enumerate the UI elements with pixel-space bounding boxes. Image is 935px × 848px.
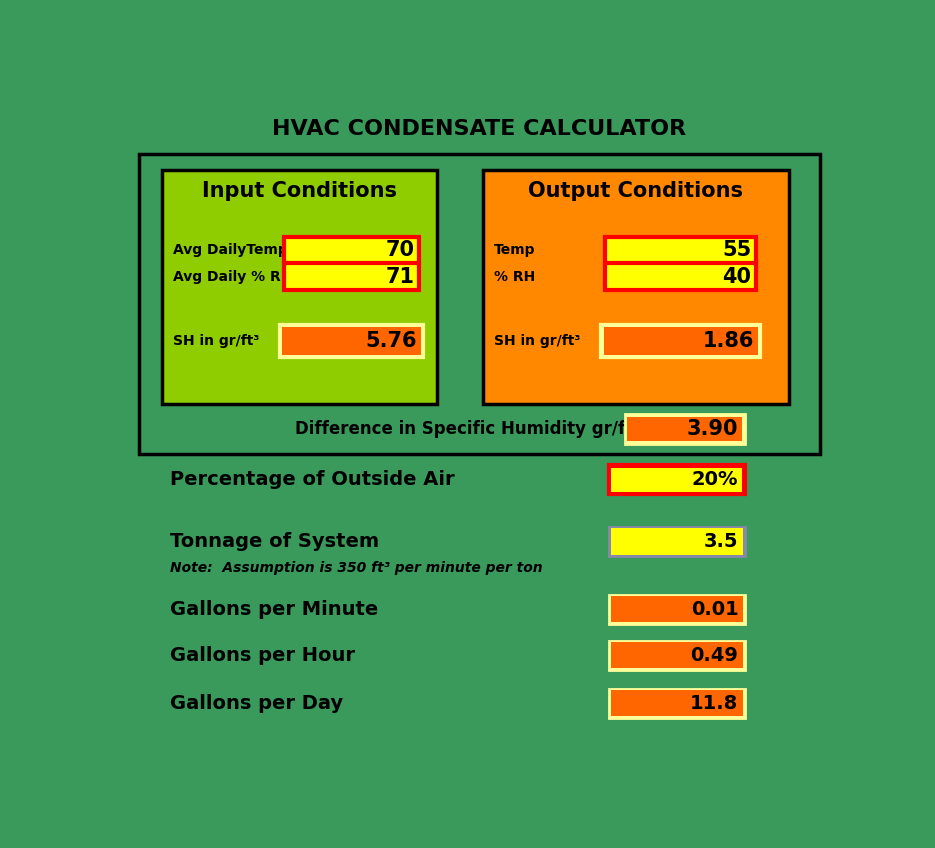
FancyBboxPatch shape <box>609 466 744 494</box>
FancyBboxPatch shape <box>611 642 743 668</box>
FancyBboxPatch shape <box>282 327 421 355</box>
Text: SH in gr/ft³: SH in gr/ft³ <box>494 334 580 349</box>
Text: SH in gr/ft³: SH in gr/ft³ <box>173 334 259 349</box>
FancyBboxPatch shape <box>605 237 756 290</box>
Text: Note:  Assumption is 350 ft³ per minute per ton: Note: Assumption is 350 ft³ per minute p… <box>169 561 542 576</box>
Text: Output Conditions: Output Conditions <box>528 181 743 201</box>
Text: % RH: % RH <box>494 270 535 283</box>
FancyBboxPatch shape <box>611 690 743 717</box>
FancyBboxPatch shape <box>609 527 744 556</box>
FancyBboxPatch shape <box>625 415 744 444</box>
Text: Avg DailyTemp: Avg DailyTemp <box>173 243 287 257</box>
Text: 3.5: 3.5 <box>704 532 739 551</box>
Text: Tonnage of System: Tonnage of System <box>169 532 379 551</box>
Text: 70: 70 <box>385 240 414 259</box>
Text: 11.8: 11.8 <box>690 694 739 712</box>
Text: 20%: 20% <box>692 471 739 489</box>
Text: Percentage of Outside Air: Percentage of Outside Air <box>169 471 454 489</box>
Text: Gallons per Day: Gallons per Day <box>169 694 343 712</box>
Text: 5.76: 5.76 <box>366 332 417 351</box>
Text: HVAC CONDENSATE CALCULATOR: HVAC CONDENSATE CALCULATOR <box>272 120 686 139</box>
Text: Input Conditions: Input Conditions <box>202 181 396 201</box>
Text: Difference in Specific Humidity gr/ft3: Difference in Specific Humidity gr/ft3 <box>295 420 645 438</box>
FancyBboxPatch shape <box>611 467 742 492</box>
Text: Avg Daily % RH: Avg Daily % RH <box>173 270 292 283</box>
Text: 40: 40 <box>723 266 752 287</box>
Text: Temp: Temp <box>494 243 535 257</box>
Text: Gallons per Hour: Gallons per Hour <box>169 646 354 665</box>
Text: 0.49: 0.49 <box>691 646 739 665</box>
FancyBboxPatch shape <box>283 237 419 290</box>
Text: 0.01: 0.01 <box>691 600 739 619</box>
FancyBboxPatch shape <box>162 170 437 404</box>
Text: 1.86: 1.86 <box>702 332 754 351</box>
FancyBboxPatch shape <box>611 528 743 555</box>
Text: 71: 71 <box>385 266 414 287</box>
FancyBboxPatch shape <box>604 327 757 355</box>
FancyBboxPatch shape <box>609 641 744 670</box>
Text: Gallons per Minute: Gallons per Minute <box>169 600 378 619</box>
FancyBboxPatch shape <box>601 325 760 357</box>
FancyBboxPatch shape <box>609 594 744 624</box>
Text: 3.90: 3.90 <box>687 419 739 439</box>
FancyBboxPatch shape <box>611 596 743 622</box>
FancyBboxPatch shape <box>138 154 820 455</box>
FancyBboxPatch shape <box>626 416 742 441</box>
FancyBboxPatch shape <box>609 689 744 717</box>
Text: 55: 55 <box>723 240 752 259</box>
FancyBboxPatch shape <box>280 325 423 357</box>
FancyBboxPatch shape <box>482 170 789 404</box>
